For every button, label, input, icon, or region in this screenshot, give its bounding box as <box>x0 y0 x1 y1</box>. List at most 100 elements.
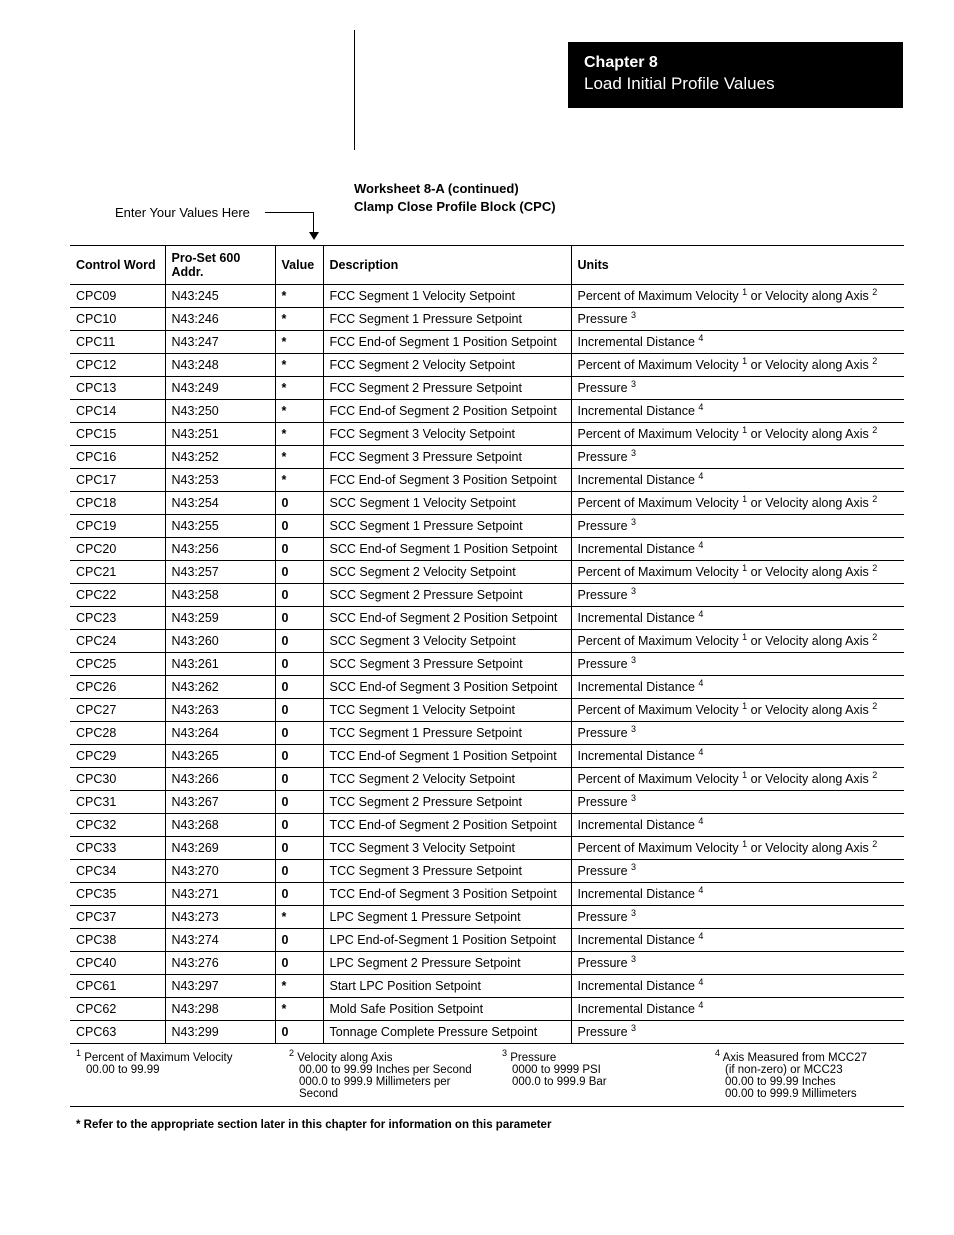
cell-units: Incremental Distance 4 <box>571 929 904 952</box>
footnotes-row: 1 Percent of Maximum Velocity 00.00 to 9… <box>70 1044 904 1107</box>
cell-value: 0 <box>275 584 323 607</box>
cell-addr: N43:260 <box>165 630 275 653</box>
cell-units: Pressure 3 <box>571 791 904 814</box>
page: Chapter 8 Load Initial Profile Values Wo… <box>0 0 954 100</box>
cell-description: TCC End-of Segment 2 Position Setpoint <box>323 814 571 837</box>
cell-description: Start LPC Position Setpoint <box>323 975 571 998</box>
cell-description: FCC End-of Segment 3 Position Setpoint <box>323 469 571 492</box>
cell-addr: N43:263 <box>165 699 275 722</box>
cell-control-word: CPC63 <box>70 1021 165 1044</box>
cell-value: 0 <box>275 952 323 975</box>
cell-value: 0 <box>275 492 323 515</box>
col-addr: Pro-Set 600 Addr. <box>165 246 275 285</box>
cell-addr: N43:259 <box>165 607 275 630</box>
cell-value: 0 <box>275 1021 323 1044</box>
cell-value: 0 <box>275 653 323 676</box>
cell-units: Incremental Distance 4 <box>571 469 904 492</box>
cell-description: FCC Segment 1 Velocity Setpoint <box>323 285 571 308</box>
cell-control-word: CPC30 <box>70 768 165 791</box>
cell-addr: N43:298 <box>165 998 275 1021</box>
cell-value: * <box>275 906 323 929</box>
cell-units: Pressure 3 <box>571 308 904 331</box>
cell-control-word: CPC26 <box>70 676 165 699</box>
cell-addr: N43:265 <box>165 745 275 768</box>
table-row: CPC28N43:2640TCC Segment 1 Pressure Setp… <box>70 722 904 745</box>
cell-value: 0 <box>275 860 323 883</box>
table-row: CPC61N43:297*Start LPC Position Setpoint… <box>70 975 904 998</box>
cell-units: Incremental Distance 4 <box>571 538 904 561</box>
cell-control-word: CPC19 <box>70 515 165 538</box>
cell-control-word: CPC33 <box>70 837 165 860</box>
table-row: CPC63N43:2990Tonnage Complete Pressure S… <box>70 1021 904 1044</box>
cell-units: Incremental Distance 4 <box>571 883 904 906</box>
worksheet-table: Control Word Pro-Set 600 Addr. Value Des… <box>70 245 904 1044</box>
cell-value: 0 <box>275 676 323 699</box>
cell-addr: N43:246 <box>165 308 275 331</box>
table-header-row: Control Word Pro-Set 600 Addr. Value Des… <box>70 246 904 285</box>
cell-value: 0 <box>275 561 323 584</box>
cell-value: * <box>275 998 323 1021</box>
cell-units: Pressure 3 <box>571 377 904 400</box>
vertical-divider <box>354 30 355 150</box>
cell-value: * <box>275 308 323 331</box>
table-row: CPC23N43:2590SCC End-of Segment 2 Positi… <box>70 607 904 630</box>
cell-control-word: CPC38 <box>70 929 165 952</box>
cell-units: Incremental Distance 4 <box>571 607 904 630</box>
cell-addr: N43:274 <box>165 929 275 952</box>
cell-value: * <box>275 331 323 354</box>
cell-control-word: CPC16 <box>70 446 165 469</box>
table-row: CPC09N43:245*FCC Segment 1 Velocity Setp… <box>70 285 904 308</box>
cell-description: TCC Segment 3 Pressure Setpoint <box>323 860 571 883</box>
cell-units: Pressure 3 <box>571 653 904 676</box>
cell-control-word: CPC31 <box>70 791 165 814</box>
cell-description: SCC End-of Segment 2 Position Setpoint <box>323 607 571 630</box>
table-row: CPC18N43:2540SCC Segment 1 Velocity Setp… <box>70 492 904 515</box>
col-control-word: Control Word <box>70 246 165 285</box>
cell-description: FCC Segment 2 Pressure Setpoint <box>323 377 571 400</box>
cell-control-word: CPC28 <box>70 722 165 745</box>
cell-value: 0 <box>275 791 323 814</box>
cell-addr: N43:256 <box>165 538 275 561</box>
cell-addr: N43:257 <box>165 561 275 584</box>
cell-control-word: CPC37 <box>70 906 165 929</box>
cell-units: Percent of Maximum Velocity 1 or Velocit… <box>571 837 904 860</box>
table-row: CPC40N43:2760LPC Segment 2 Pressure Setp… <box>70 952 904 975</box>
cell-description: SCC End-of Segment 3 Position Setpoint <box>323 676 571 699</box>
table-row: CPC32N43:2680TCC End-of Segment 2 Positi… <box>70 814 904 837</box>
cell-units: Pressure 3 <box>571 515 904 538</box>
cell-units: Incremental Distance 4 <box>571 331 904 354</box>
cell-value: 0 <box>275 630 323 653</box>
cell-units: Pressure 3 <box>571 952 904 975</box>
table-row: CPC13N43:249*FCC Segment 2 Pressure Setp… <box>70 377 904 400</box>
cell-value: * <box>275 354 323 377</box>
cell-control-word: CPC11 <box>70 331 165 354</box>
cell-description: SCC End-of Segment 1 Position Setpoint <box>323 538 571 561</box>
cell-description: FCC End-of Segment 1 Position Setpoint <box>323 331 571 354</box>
table-row: CPC27N43:2630TCC Segment 1 Velocity Setp… <box>70 699 904 722</box>
table-row: CPC15N43:251*FCC Segment 3 Velocity Setp… <box>70 423 904 446</box>
table-row: CPC37N43:273*LPC Segment 1 Pressure Setp… <box>70 906 904 929</box>
cell-units: Incremental Distance 4 <box>571 745 904 768</box>
cell-value: 0 <box>275 745 323 768</box>
cell-control-word: CPC09 <box>70 285 165 308</box>
table-row: CPC35N43:2710TCC End-of Segment 3 Positi… <box>70 883 904 906</box>
cell-units: Percent of Maximum Velocity 1 or Velocit… <box>571 354 904 377</box>
cell-value: * <box>275 975 323 998</box>
table-row: CPC20N43:2560SCC End-of Segment 1 Positi… <box>70 538 904 561</box>
cell-addr: N43:255 <box>165 515 275 538</box>
cell-value: * <box>275 377 323 400</box>
table-row: CPC19N43:2550SCC Segment 1 Pressure Setp… <box>70 515 904 538</box>
cell-units: Incremental Distance 4 <box>571 975 904 998</box>
table-row: CPC31N43:2670TCC Segment 2 Pressure Setp… <box>70 791 904 814</box>
worksheet-table-wrap: Control Word Pro-Set 600 Addr. Value Des… <box>70 245 904 1131</box>
cell-addr: N43:262 <box>165 676 275 699</box>
cell-addr: N43:266 <box>165 768 275 791</box>
table-row: CPC10N43:246*FCC Segment 1 Pressure Setp… <box>70 308 904 331</box>
table-row: CPC38N43:2740LPC End-of-Segment 1 Positi… <box>70 929 904 952</box>
table-row: CPC17N43:253*FCC End-of Segment 3 Positi… <box>70 469 904 492</box>
cell-control-word: CPC10 <box>70 308 165 331</box>
cell-value: 0 <box>275 768 323 791</box>
cell-addr: N43:297 <box>165 975 275 998</box>
cell-value: * <box>275 423 323 446</box>
cell-description: SCC Segment 2 Pressure Setpoint <box>323 584 571 607</box>
